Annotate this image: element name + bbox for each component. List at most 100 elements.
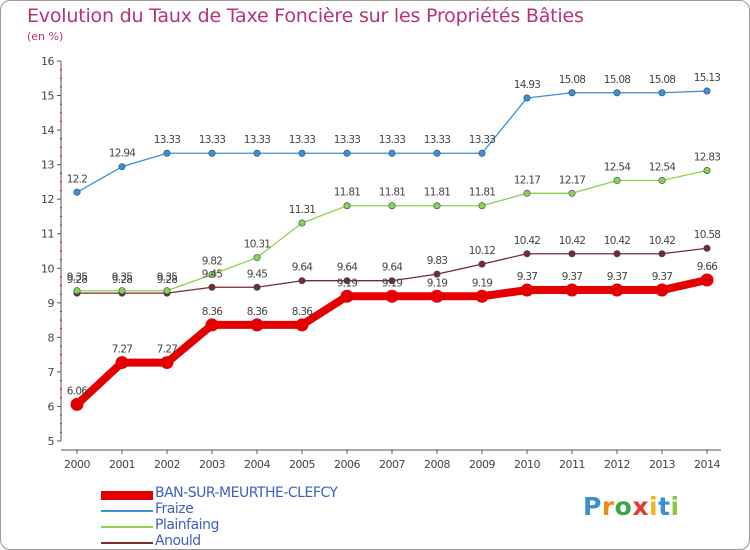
data-point (703, 87, 711, 95)
y-minor-tick (60, 207, 62, 209)
data-point (523, 189, 531, 197)
y-minor-tick (60, 120, 62, 122)
y-minor-tick (60, 112, 62, 114)
y-minor-tick (60, 155, 62, 157)
x-tick-label: 2002 (154, 458, 180, 471)
logo-letter: i (670, 492, 680, 521)
legend-swatch (101, 526, 153, 528)
y-tick-label: 8 (48, 331, 55, 344)
data-point (433, 270, 441, 278)
data-label: 12.54 (604, 162, 632, 174)
data-label: 8.36 (247, 306, 269, 318)
y-minor-tick (60, 190, 62, 192)
y-minor-tick (60, 181, 62, 183)
data-point (73, 188, 81, 196)
data-label: 9.45 (202, 268, 223, 280)
data-point (430, 289, 444, 303)
x-tick-label: 2005 (289, 458, 315, 471)
logo-letter: i (649, 492, 659, 521)
data-point (523, 94, 531, 102)
logo-letter: t (658, 492, 671, 521)
data-point (565, 283, 579, 297)
data-label: 9.28 (112, 274, 133, 286)
data-point (253, 254, 261, 262)
y-minor-tick (60, 86, 62, 88)
data-label: 7.27 (112, 344, 133, 356)
data-label: 9.64 (382, 262, 404, 274)
data-label: 9.45 (247, 268, 268, 280)
data-point (613, 89, 621, 97)
data-label: 15.08 (649, 74, 676, 86)
y-minor-tick (60, 146, 62, 148)
data-label: 15.08 (604, 74, 631, 86)
y-tick-label: 7 (48, 366, 55, 379)
data-point (118, 163, 126, 171)
x-tick-label: 2006 (334, 458, 360, 471)
data-label: 11.81 (469, 187, 496, 199)
data-label: 12.54 (649, 162, 677, 174)
legend-swatch (101, 510, 153, 512)
x-tick-label: 2007 (379, 458, 405, 471)
data-point (478, 260, 486, 268)
data-point (208, 149, 216, 157)
data-point (703, 244, 711, 252)
y-minor-tick (60, 241, 62, 243)
legend-label: BAN-SUR-MEURTHE-CLEFCY (155, 485, 338, 501)
data-label: 12.17 (514, 174, 541, 186)
data-label: 12.2 (67, 173, 88, 185)
data-label: 10.12 (469, 245, 496, 257)
data-label: 13.33 (199, 134, 226, 146)
data-label: 9.82 (202, 255, 223, 267)
data-point (433, 202, 441, 210)
data-label: 9.64 (337, 262, 359, 274)
data-point (250, 318, 264, 332)
data-point (205, 318, 219, 332)
y-minor-tick (60, 310, 62, 312)
data-label: 15.13 (694, 72, 721, 84)
data-point (610, 283, 624, 297)
y-minor-tick (60, 380, 62, 382)
logo-letter: r (601, 492, 615, 521)
data-label: 13.33 (424, 134, 451, 146)
data-point (118, 287, 126, 295)
data-point (298, 277, 306, 285)
data-point (208, 270, 216, 278)
data-label: 15.08 (559, 74, 586, 86)
y-tick-label: 12 (41, 193, 54, 206)
data-point (73, 287, 81, 295)
data-label: 11.81 (379, 187, 406, 199)
data-label: 9.64 (292, 262, 314, 274)
data-point (568, 189, 576, 197)
y-minor-tick (60, 285, 62, 287)
y-minor-tick (60, 224, 62, 226)
y-minor-tick (60, 138, 62, 140)
data-point (700, 273, 714, 287)
y-minor-tick (60, 354, 62, 356)
legend-swatch (101, 542, 153, 544)
data-point (658, 250, 666, 258)
data-point (163, 149, 171, 157)
x-tick-label: 2009 (469, 458, 495, 471)
x-tick-label: 2014 (694, 458, 720, 471)
data-label: 8.36 (292, 306, 314, 318)
legend-swatch (101, 490, 153, 500)
x-tick-label: 2001 (109, 458, 135, 471)
y-minor-tick (60, 423, 62, 425)
data-point (388, 149, 396, 157)
data-label: 12.94 (109, 148, 137, 160)
data-label: 13.33 (289, 134, 316, 146)
y-minor-tick (60, 172, 62, 174)
y-minor-tick (60, 215, 62, 217)
x-tick-label: 2000 (64, 458, 90, 471)
data-point (520, 283, 534, 297)
y-minor-tick (60, 388, 62, 390)
x-tick-label: 2011 (559, 458, 585, 471)
logo-letter: x (632, 492, 649, 521)
y-minor-tick (60, 276, 62, 278)
y-tick-label: 11 (41, 228, 54, 241)
data-point (343, 202, 351, 210)
data-point (658, 89, 666, 97)
logo-letter: P (583, 492, 602, 521)
